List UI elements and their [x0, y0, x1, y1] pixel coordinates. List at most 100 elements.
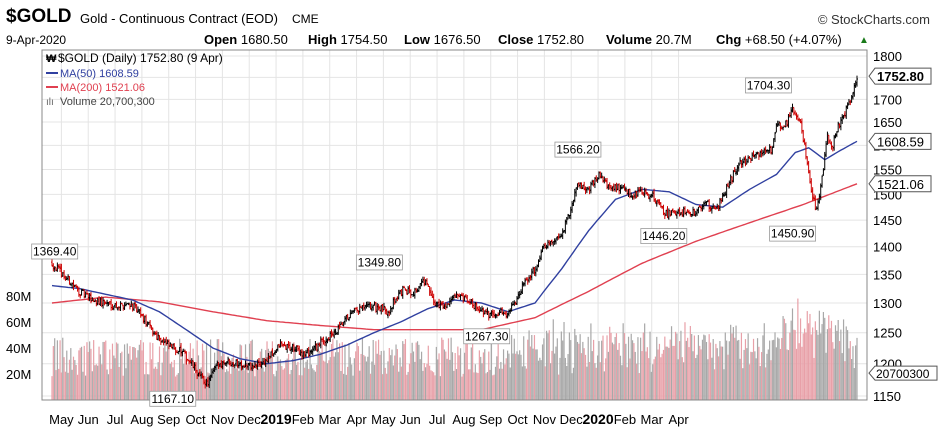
- volume-bar: [396, 349, 398, 400]
- volume-bar: [597, 355, 599, 400]
- volume-tick-label: 20M: [6, 367, 31, 382]
- volume-bar: [435, 346, 437, 400]
- volume-bar: [539, 357, 541, 400]
- volume-bar: [105, 340, 107, 400]
- volume-bar: [701, 339, 704, 400]
- volume-bar: [501, 368, 503, 400]
- volume-bar: [722, 346, 724, 400]
- volume-bar: [215, 363, 217, 400]
- volume-bar: [856, 337, 858, 400]
- volume-bar: [583, 348, 585, 400]
- volume-bar: [626, 367, 628, 400]
- volume-bar: [723, 369, 725, 400]
- volume-bar: [119, 353, 122, 400]
- volume-bar: [330, 343, 333, 400]
- annotation-box: [31, 243, 79, 260]
- volume-bar: [797, 298, 799, 400]
- volume-bar: [287, 354, 290, 400]
- volume-bar: [238, 370, 240, 400]
- volume-bar: [708, 334, 710, 400]
- volume-bar: [461, 376, 463, 400]
- volume-bar: [336, 340, 338, 400]
- month-tick-label: Sep: [479, 412, 502, 427]
- month-tick-label: Sep: [157, 412, 180, 427]
- volume-bar: [654, 356, 657, 400]
- volume-bar: [236, 365, 239, 400]
- volume-bar: [145, 361, 147, 400]
- volume-bar: [544, 366, 546, 400]
- close-value: 1752.80: [537, 32, 585, 47]
- volume-bar: [334, 352, 337, 400]
- volume-bar: [554, 353, 556, 400]
- volume-bar: [841, 353, 843, 400]
- volume-bar: [446, 358, 448, 400]
- volume-bar: [832, 342, 834, 400]
- volume-bar: [195, 367, 197, 400]
- volume-bar: [845, 326, 847, 400]
- volume-value: 20.7M: [655, 32, 692, 47]
- volume-bar: [179, 338, 181, 400]
- month-tick-label: Jun: [400, 412, 421, 427]
- month-tick-label: Nov: [211, 412, 235, 427]
- volume-bar: [736, 340, 738, 400]
- volume-bar: [599, 362, 601, 400]
- volume-value-label: 20700300: [876, 367, 930, 381]
- volume-bar: [309, 338, 311, 400]
- volume-bar: [668, 347, 670, 400]
- volume-bar: [709, 342, 712, 400]
- volume-bar: [149, 342, 151, 400]
- volume-bar: [480, 356, 482, 400]
- volume-bar: [541, 344, 544, 400]
- volume-bar: [438, 353, 440, 400]
- volume-bar: [570, 340, 572, 400]
- volume-bar: [231, 358, 233, 400]
- volume-bar: [205, 343, 208, 400]
- volume-bar: [62, 337, 64, 400]
- volume-tick-label: 40M: [6, 341, 31, 356]
- volume-bar: [779, 348, 781, 400]
- volume-bar: [87, 351, 89, 400]
- contract-description: Gold - Continuous Contract (EOD): [80, 11, 278, 26]
- volume-bar: [318, 351, 321, 400]
- volume-bar: [399, 357, 401, 400]
- volume-bar: [717, 356, 720, 400]
- volume-bar: [574, 328, 576, 400]
- volume-bar: [314, 371, 317, 400]
- volume-bar: [441, 337, 443, 400]
- volume-bar: [310, 364, 312, 400]
- annotations: 1369.40 1167.10 1349.80 1267.30 1566.20 1446.…: [31, 67, 938, 407]
- volume-bar: [767, 349, 769, 400]
- annotation-label: 1704.30: [747, 78, 791, 92]
- volume-bar: [805, 332, 807, 400]
- volume-bar: [271, 341, 274, 400]
- volume-bar: [498, 368, 501, 400]
- volume-bar: [173, 359, 175, 400]
- volume-bar: [373, 364, 376, 400]
- volume-bar: [591, 351, 593, 400]
- volume-bar: [270, 354, 272, 400]
- legend-price-icon: ₩: [46, 53, 57, 65]
- annotation-box: [149, 390, 197, 407]
- volume-bar: [746, 348, 748, 400]
- stockcharts-brand: © StockCharts.com: [817, 12, 930, 27]
- volume-bar: [177, 373, 179, 400]
- volume-bar: [789, 332, 791, 400]
- volume-bar: [490, 339, 493, 400]
- annotation-label: 1566.20: [556, 143, 600, 157]
- volume-bar: [493, 374, 495, 400]
- volume-bar: [614, 337, 616, 400]
- volume-bar: [794, 330, 796, 400]
- volume-bar: [642, 332, 644, 400]
- volume-bar: [230, 373, 232, 400]
- volume-bar: [504, 364, 506, 400]
- volume-bar: [644, 323, 646, 400]
- volume-bar: [535, 349, 537, 400]
- legend-ma50: MA(50) 1608.59: [60, 68, 139, 80]
- volume-bar: [136, 357, 138, 400]
- volume-bar: [445, 351, 447, 400]
- volume-bar: [95, 364, 97, 400]
- volume-bar: [357, 346, 360, 400]
- volume-bar: [724, 332, 726, 400]
- volume-bar: [403, 343, 405, 400]
